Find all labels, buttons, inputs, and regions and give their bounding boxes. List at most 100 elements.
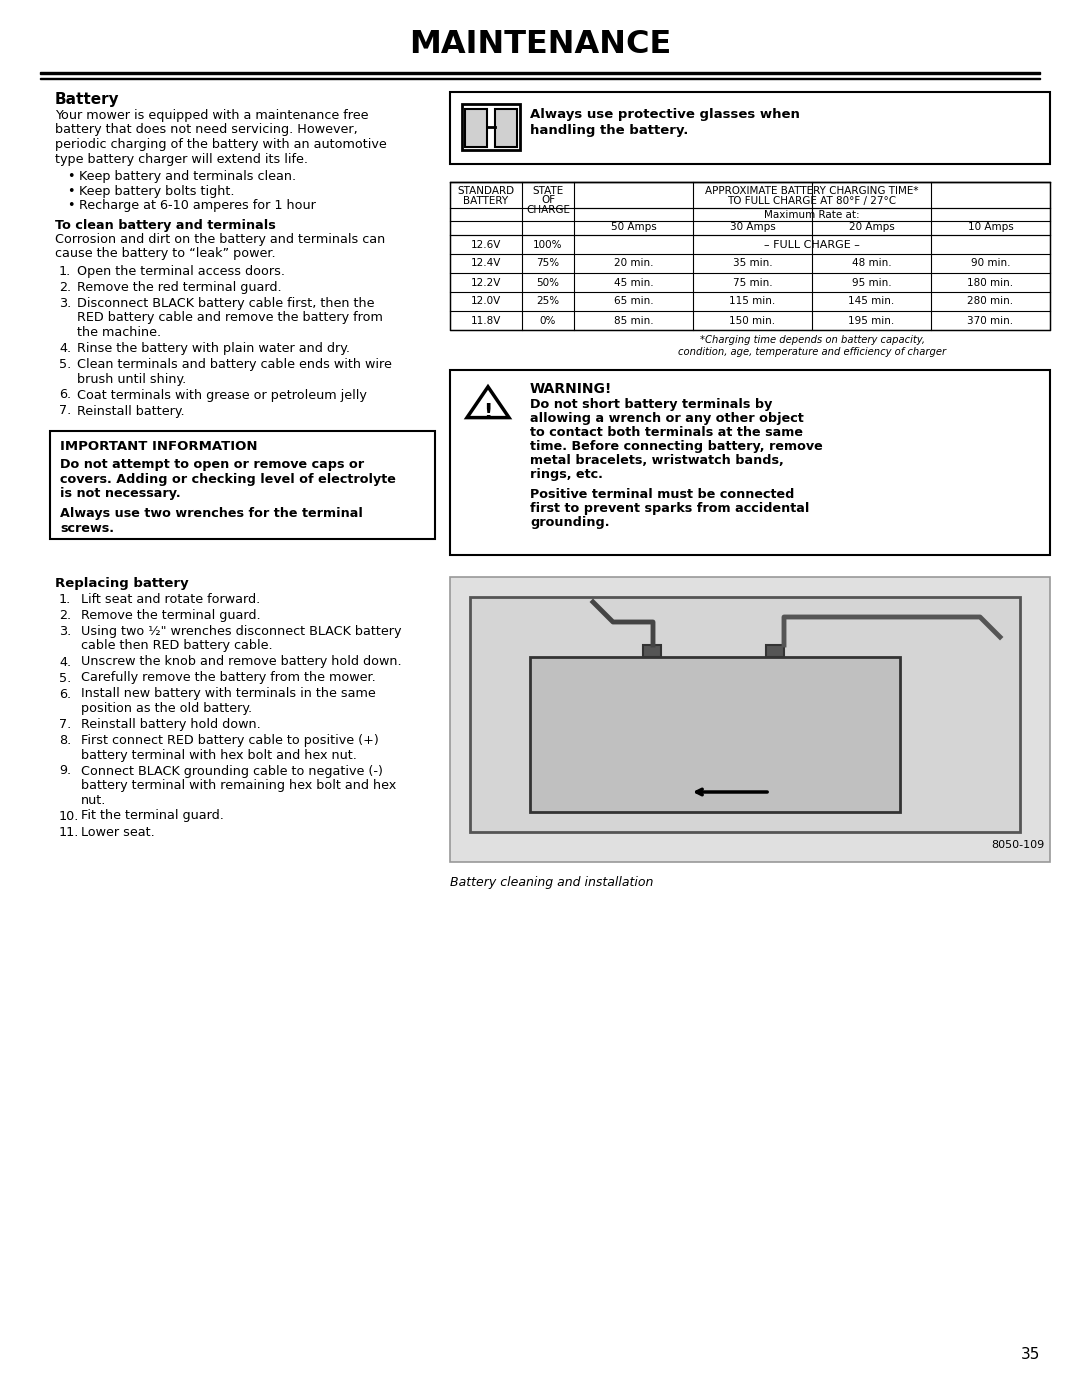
Text: OF: OF: [541, 196, 555, 205]
Text: Keep battery bolts tight.: Keep battery bolts tight.: [79, 184, 234, 197]
Text: 90 min.: 90 min.: [971, 258, 1010, 268]
Text: 45 min.: 45 min.: [613, 278, 653, 288]
Text: first to prevent sparks from accidental: first to prevent sparks from accidental: [530, 502, 809, 515]
Text: 30 Amps: 30 Amps: [730, 222, 775, 232]
Text: 7.: 7.: [59, 718, 71, 731]
Text: – FULL CHARGE –: – FULL CHARGE –: [764, 239, 860, 250]
Text: 11.: 11.: [59, 826, 79, 838]
Text: cable then RED battery cable.: cable then RED battery cable.: [81, 640, 272, 652]
Text: 12.4V: 12.4V: [471, 258, 501, 268]
Text: periodic charging of the battery with an automotive: periodic charging of the battery with an…: [55, 138, 387, 151]
Bar: [643, 645, 661, 657]
Text: APPROXIMATE BATTERY CHARGING TIME*: APPROXIMATE BATTERY CHARGING TIME*: [705, 186, 919, 196]
Text: Clean terminals and battery cable ends with wire: Clean terminals and battery cable ends w…: [77, 358, 392, 372]
Text: metal bracelets, wristwatch bands,: metal bracelets, wristwatch bands,: [530, 454, 784, 467]
Bar: [470, 597, 1020, 833]
Text: STATE: STATE: [532, 186, 564, 196]
Text: Maximum Rate at:: Maximum Rate at:: [765, 210, 860, 219]
Text: type battery charger will extend its life.: type battery charger will extend its lif…: [55, 152, 308, 165]
Text: •: •: [67, 184, 75, 197]
Text: Lower seat.: Lower seat.: [81, 826, 154, 838]
Text: Connect BLACK grounding cable to negative (-): Connect BLACK grounding cable to negativ…: [81, 764, 383, 778]
Text: covers. Adding or checking level of electrolyte: covers. Adding or checking level of elec…: [60, 472, 396, 486]
Text: 85 min.: 85 min.: [613, 316, 653, 326]
Text: 2.: 2.: [59, 281, 71, 293]
Text: Fit the terminal guard.: Fit the terminal guard.: [81, 809, 224, 823]
Bar: [530, 657, 900, 812]
Text: 10 Amps: 10 Amps: [968, 222, 1013, 232]
Text: battery terminal with remaining hex bolt and hex: battery terminal with remaining hex bolt…: [81, 780, 396, 792]
Text: 1.: 1.: [59, 265, 71, 278]
Text: 5.: 5.: [59, 358, 71, 372]
Text: WARNING!: WARNING!: [530, 381, 612, 395]
Text: 9.: 9.: [59, 764, 71, 778]
Text: Open the terminal access doors.: Open the terminal access doors.: [77, 265, 285, 278]
Text: Coat terminals with grease or petroleum jelly: Coat terminals with grease or petroleum …: [77, 388, 367, 401]
Text: 12.6V: 12.6V: [471, 239, 501, 250]
Text: BATTERY: BATTERY: [463, 196, 509, 205]
Text: Remove the terminal guard.: Remove the terminal guard.: [81, 609, 260, 622]
Bar: [450, 577, 1050, 862]
Text: time. Before connecting battery, remove: time. Before connecting battery, remove: [530, 440, 823, 453]
Bar: [50, 430, 435, 538]
Text: Using two ½" wrenches disconnect BLACK battery: Using two ½" wrenches disconnect BLACK b…: [81, 624, 402, 638]
Text: IMPORTANT INFORMATION: IMPORTANT INFORMATION: [60, 440, 257, 453]
Polygon shape: [467, 387, 509, 418]
Text: grounding.: grounding.: [530, 515, 609, 529]
Text: *Charging time depends on battery capacity,: *Charging time depends on battery capaci…: [700, 335, 924, 345]
Text: 75%: 75%: [537, 258, 559, 268]
Text: First connect RED battery cable to positive (+): First connect RED battery cable to posit…: [81, 733, 379, 747]
Text: Recharge at 6-10 amperes for 1 hour: Recharge at 6-10 amperes for 1 hour: [79, 198, 315, 212]
Text: 3.: 3.: [59, 624, 71, 638]
Text: 280 min.: 280 min.: [968, 296, 1013, 306]
Text: allowing a wrench or any other object: allowing a wrench or any other object: [530, 412, 804, 425]
Text: 150 min.: 150 min.: [729, 316, 775, 326]
Text: 115 min.: 115 min.: [729, 296, 775, 306]
Text: Carefully remove the battery from the mower.: Carefully remove the battery from the mo…: [81, 672, 376, 685]
Text: 8.: 8.: [59, 733, 71, 747]
Bar: [450, 182, 1050, 330]
Text: 95 min.: 95 min.: [852, 278, 891, 288]
Text: Do not short battery terminals by: Do not short battery terminals by: [530, 398, 772, 411]
Text: Remove the red terminal guard.: Remove the red terminal guard.: [77, 281, 282, 293]
Text: 12.0V: 12.0V: [471, 296, 501, 306]
Text: position as the old battery.: position as the old battery.: [81, 703, 252, 715]
Text: To clean battery and terminals: To clean battery and terminals: [55, 218, 275, 232]
Text: rings, etc.: rings, etc.: [530, 468, 603, 481]
Text: battery that does not need servicing. However,: battery that does not need servicing. Ho…: [55, 123, 357, 137]
Text: the machine.: the machine.: [77, 326, 161, 339]
Text: 1.: 1.: [59, 592, 71, 606]
Text: 12.2V: 12.2V: [471, 278, 501, 288]
Bar: [450, 92, 1050, 163]
Text: 8050-109: 8050-109: [991, 840, 1045, 849]
Text: Positive terminal must be connected: Positive terminal must be connected: [530, 488, 795, 502]
Text: STANDARD: STANDARD: [458, 186, 514, 196]
Text: Reinstall battery hold down.: Reinstall battery hold down.: [81, 718, 260, 731]
Text: 11.8V: 11.8V: [471, 316, 501, 326]
Text: battery terminal with hex bolt and hex nut.: battery terminal with hex bolt and hex n…: [81, 749, 356, 761]
Text: 7.: 7.: [59, 405, 71, 418]
Text: 10.: 10.: [59, 809, 79, 823]
Text: Always use two wrenches for the terminal: Always use two wrenches for the terminal: [60, 507, 363, 521]
Text: MAINTENANCE: MAINTENANCE: [409, 29, 671, 60]
Text: condition, age, temperature and efficiency of charger: condition, age, temperature and efficien…: [678, 346, 946, 358]
Text: 35: 35: [1021, 1347, 1040, 1362]
Text: handling the battery.: handling the battery.: [530, 124, 688, 137]
Text: Always use protective glasses when: Always use protective glasses when: [530, 108, 800, 122]
Text: RED battery cable and remove the battery from: RED battery cable and remove the battery…: [77, 312, 383, 324]
Bar: [40, 71, 1040, 74]
Text: TO FULL CHARGE AT 80°F / 27°C: TO FULL CHARGE AT 80°F / 27°C: [728, 196, 896, 205]
Text: 6.: 6.: [59, 687, 71, 700]
Text: 48 min.: 48 min.: [852, 258, 891, 268]
Text: 195 min.: 195 min.: [849, 316, 894, 326]
Text: 20 Amps: 20 Amps: [849, 222, 894, 232]
Text: 75 min.: 75 min.: [732, 278, 772, 288]
Bar: [450, 370, 1050, 555]
Text: •: •: [67, 198, 75, 212]
Text: brush until shiny.: brush until shiny.: [77, 373, 186, 386]
Text: is not necessary.: is not necessary.: [60, 488, 180, 500]
Text: 20 min.: 20 min.: [613, 258, 653, 268]
Text: Reinstall battery.: Reinstall battery.: [77, 405, 185, 418]
Text: Disconnect BLACK battery cable first, then the: Disconnect BLACK battery cable first, th…: [77, 298, 375, 310]
Bar: [465, 109, 487, 147]
